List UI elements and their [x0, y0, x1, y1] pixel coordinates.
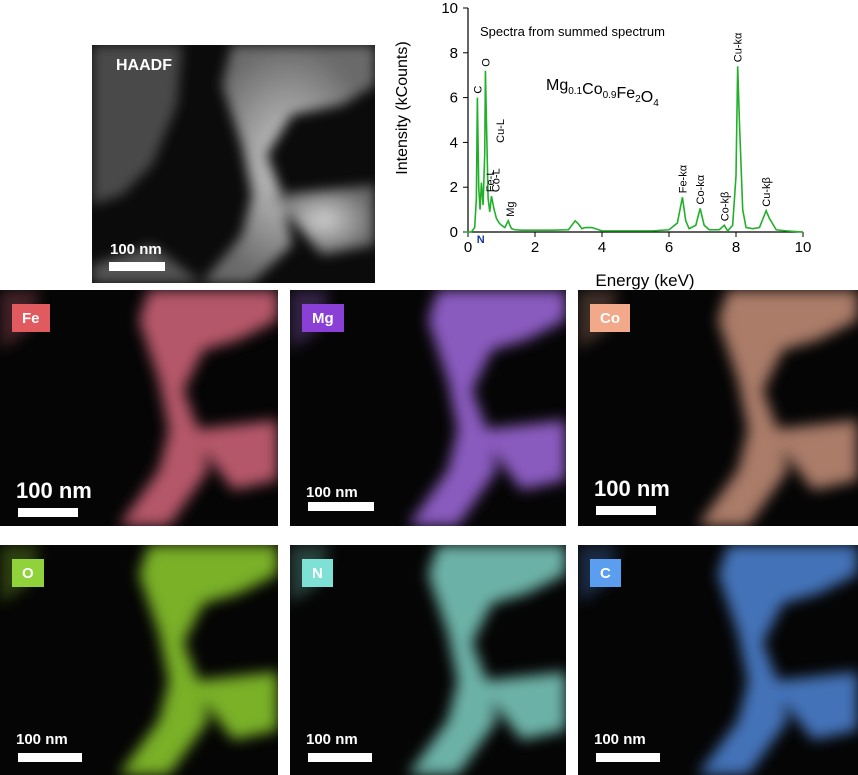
- chart-formula: Mg0.1Co0.9Fe2O4: [546, 77, 659, 109]
- peak-label: Cu-kβ: [761, 177, 773, 207]
- x-axis-label: Energy (keV): [595, 271, 694, 290]
- scale-bar: [18, 753, 82, 762]
- y-tick-label: 10: [441, 0, 458, 17]
- peak-label: Fe-kα: [677, 164, 689, 193]
- x-tick-label: 4: [598, 239, 606, 256]
- element-map-texture: [0, 545, 278, 775]
- element-label: Fe: [12, 304, 50, 332]
- element-label: C: [590, 559, 621, 587]
- peak-label: Co-kβ: [719, 192, 731, 222]
- peak-label: Cu-L: [495, 119, 507, 143]
- scale-bar-label: 100 nm: [16, 731, 68, 748]
- peak-label: Fe-L: [485, 170, 497, 193]
- haadf-label: HAADF: [116, 57, 172, 74]
- x-tick-label: 6: [665, 239, 673, 256]
- scale-bar: [596, 506, 656, 515]
- eds-spectrum-chart: 0 2 4 6 8 10 0 2 4 6 8 10 C O Fe-LCo-L Cu-L Mg N Fe-kα Co-…: [394, 0, 812, 290]
- y-tick-label: 0: [450, 224, 458, 241]
- y-tick-label: 6: [450, 90, 458, 107]
- element-map-texture: [290, 545, 566, 775]
- x-tick-label: 0: [464, 239, 472, 256]
- scale-bar-label: 100 nm: [594, 476, 670, 501]
- x-tick-label: 2: [531, 239, 539, 256]
- element-map-o: O 100 nm: [0, 545, 278, 775]
- spectrum-series-line: [464, 66, 804, 233]
- element-label: N: [302, 559, 333, 587]
- scale-bar-label: 100 nm: [306, 731, 358, 748]
- x-tick-label: 10: [795, 239, 812, 256]
- peak-label: C: [472, 86, 484, 94]
- peak-label: Co-L: [490, 168, 502, 192]
- element-label: Mg: [302, 304, 344, 332]
- scale-bar: [308, 502, 374, 511]
- peak-label: O: [480, 58, 492, 67]
- haadf-texture: [92, 45, 375, 283]
- element-map-fe: Fe 100 nm: [0, 290, 278, 526]
- scale-bar-label: 100 nm: [306, 484, 358, 501]
- element-label: O: [12, 559, 44, 587]
- element-map-mg: Mg 100 nm: [290, 290, 566, 526]
- scale-bar: [18, 508, 78, 517]
- y-tick-label: 4: [450, 134, 458, 151]
- scale-bar-label: 100 nm: [110, 241, 162, 258]
- element-map-n: N 100 nm: [290, 545, 566, 775]
- x-tick-label: 8: [732, 239, 740, 256]
- peak-label: Co-kα: [695, 174, 707, 204]
- scale-bar-label: 100 nm: [594, 731, 646, 748]
- y-tick-label: 8: [450, 45, 458, 62]
- scale-bar: [109, 262, 165, 271]
- element-label: Co: [590, 304, 630, 332]
- element-map-texture: [578, 545, 858, 775]
- y-tick-label: 2: [450, 179, 458, 196]
- element-map-c: C 100 nm: [578, 545, 858, 775]
- scale-bar: [596, 753, 660, 762]
- scale-bar-label: 100 nm: [16, 478, 92, 503]
- chart-title: Spectra from summed spectrum: [480, 24, 665, 39]
- haadf-image: HAADF 100 nm: [92, 45, 375, 283]
- y-axis-label: Intensity (kCounts): [394, 41, 411, 174]
- peak-label: Cu-kα: [733, 32, 745, 62]
- scale-bar: [308, 753, 372, 762]
- peak-label: N: [477, 234, 485, 246]
- element-map-co: Co 100 nm: [578, 290, 858, 526]
- peak-label: Mg: [505, 202, 517, 217]
